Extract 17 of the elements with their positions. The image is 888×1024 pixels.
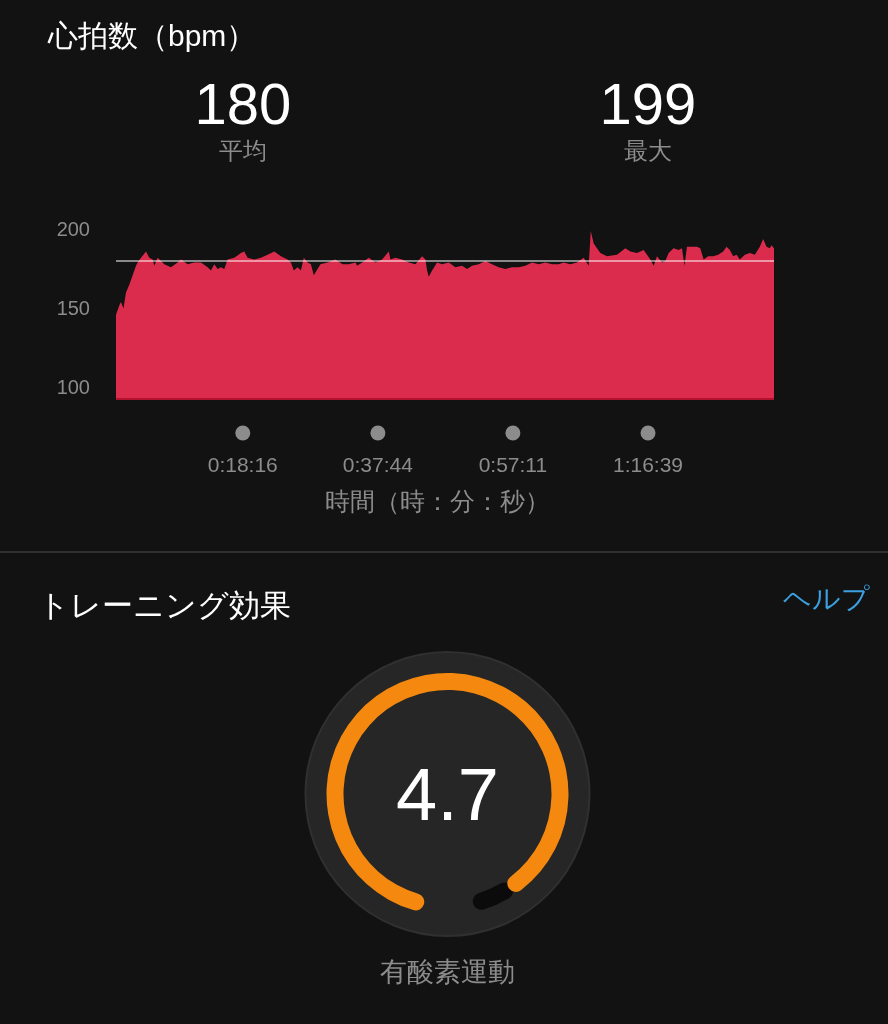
x-tick-label: 1:16:39: [612, 453, 684, 476]
y-tick-label: 150: [56, 297, 90, 320]
x-tick-label: 0:18:16: [207, 453, 278, 476]
x-axis-title: 時間（時：分：秒）: [324, 487, 550, 515]
text: ヘルプ: [783, 583, 870, 614]
text: 4.7: [396, 753, 499, 836]
y-tick-label: 200: [56, 218, 90, 241]
chart-title: トレーニング効果: [38, 588, 291, 623]
x-tick-label: 0:57:11: [478, 453, 548, 476]
text: 180: [194, 71, 292, 136]
text: 最大: [624, 137, 672, 164]
chart-title: 心拍数（bpm）: [47, 19, 257, 52]
text: 平均: [219, 137, 267, 164]
text: 有酸素運動: [380, 957, 515, 987]
x-tick-label: 0:37:44: [342, 453, 414, 476]
y-tick-label: 100: [56, 376, 90, 399]
text: 199: [599, 71, 697, 136]
